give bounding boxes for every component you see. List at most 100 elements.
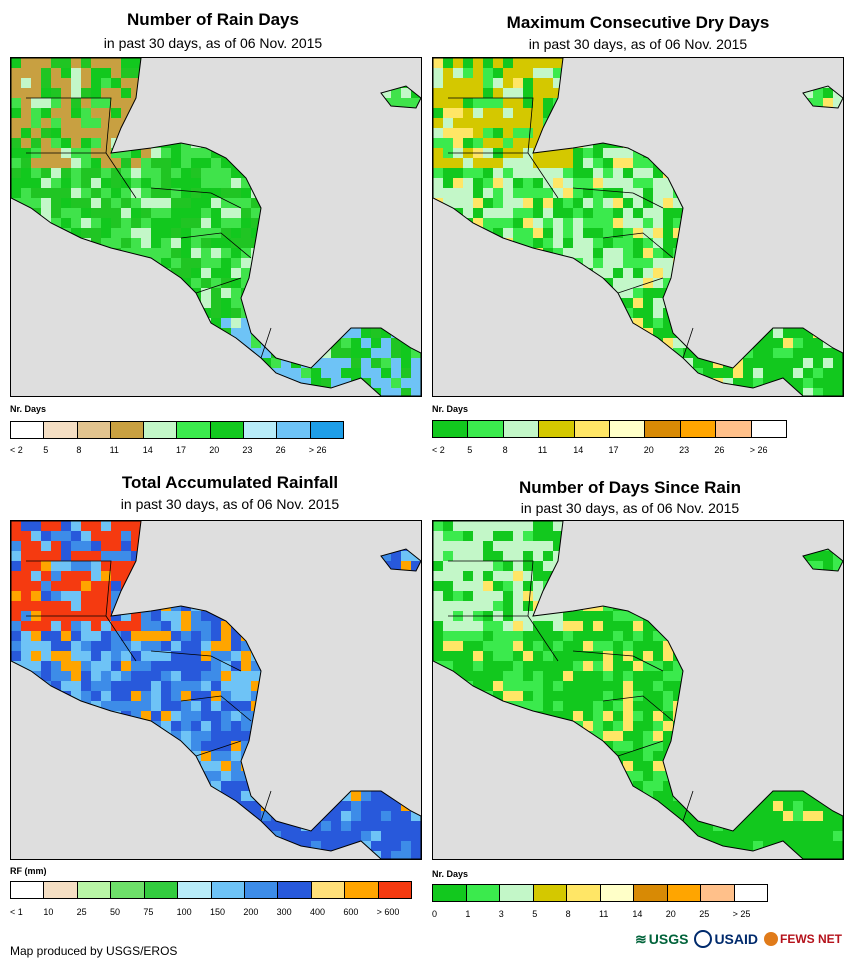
raster-cell bbox=[361, 551, 371, 561]
raster-cell bbox=[121, 358, 131, 368]
raster-cell bbox=[833, 571, 843, 581]
raster-cell bbox=[693, 98, 703, 108]
raster-cell bbox=[803, 641, 813, 651]
raster-cell bbox=[321, 821, 331, 831]
raster-cell bbox=[763, 268, 773, 278]
raster-cell bbox=[563, 168, 573, 178]
raster-cell bbox=[41, 781, 51, 791]
raster-cell bbox=[503, 158, 513, 168]
raster-cell bbox=[241, 831, 251, 841]
raster-cell bbox=[21, 258, 31, 268]
raster-cell bbox=[773, 358, 783, 368]
raster-cell bbox=[411, 128, 421, 138]
raster-cell bbox=[443, 581, 453, 591]
raster-cell bbox=[793, 288, 803, 298]
raster-cell bbox=[433, 268, 443, 278]
raster-cell bbox=[553, 318, 563, 328]
raster-cell bbox=[201, 851, 211, 859]
raster-cell bbox=[603, 651, 613, 661]
raster-cell bbox=[131, 771, 141, 781]
raster-cell bbox=[803, 531, 813, 541]
raster-cell bbox=[171, 721, 181, 731]
raster-cell bbox=[411, 78, 421, 88]
raster-cell bbox=[21, 691, 31, 701]
raster-cell bbox=[623, 338, 633, 348]
raster-cell bbox=[573, 128, 583, 138]
raster-cell bbox=[381, 298, 391, 308]
raster-cell bbox=[131, 761, 141, 771]
raster-cell bbox=[613, 591, 623, 601]
raster-cell bbox=[351, 228, 361, 238]
raster-cell bbox=[371, 771, 381, 781]
raster-cell bbox=[513, 108, 523, 118]
raster-cell bbox=[753, 571, 763, 581]
raster-cell bbox=[331, 851, 341, 859]
raster-cell bbox=[773, 551, 783, 561]
raster-cell bbox=[713, 561, 723, 571]
map-days-since-rain[interactable] bbox=[432, 520, 844, 860]
raster-cell bbox=[793, 268, 803, 278]
raster-cell bbox=[693, 681, 703, 691]
raster-cell bbox=[553, 601, 563, 611]
raster-cell bbox=[311, 118, 321, 128]
raster-cell bbox=[181, 108, 191, 118]
raster-cell bbox=[91, 721, 101, 731]
raster-cell bbox=[271, 328, 281, 338]
raster-cell bbox=[21, 348, 31, 358]
raster-cell bbox=[11, 358, 21, 368]
raster-cell bbox=[141, 811, 151, 821]
raster-cell bbox=[381, 78, 391, 88]
map-rainfall[interactable] bbox=[10, 520, 422, 860]
raster-cell bbox=[151, 328, 161, 338]
raster-cell bbox=[493, 358, 503, 368]
raster-cell bbox=[473, 188, 483, 198]
raster-cell bbox=[361, 308, 371, 318]
raster-cell bbox=[533, 348, 543, 358]
raster-cell bbox=[81, 98, 91, 108]
raster-cell bbox=[593, 631, 603, 641]
raster-cell bbox=[141, 791, 151, 801]
raster-cell bbox=[141, 198, 151, 208]
raster-cell bbox=[633, 78, 643, 88]
raster-cell bbox=[723, 521, 733, 531]
map-dry-days[interactable] bbox=[432, 57, 844, 397]
raster-cell bbox=[793, 681, 803, 691]
raster-cell bbox=[231, 691, 241, 701]
raster-cell bbox=[743, 158, 753, 168]
raster-cell bbox=[793, 148, 803, 158]
raster-cell bbox=[733, 378, 743, 388]
raster-cell bbox=[101, 541, 111, 551]
raster-cell bbox=[131, 791, 141, 801]
raster-cell bbox=[623, 218, 633, 228]
raster-cell bbox=[131, 571, 141, 581]
raster-cell bbox=[41, 731, 51, 741]
raster-cell bbox=[141, 601, 151, 611]
raster-cell bbox=[311, 661, 321, 671]
raster-cell bbox=[823, 571, 833, 581]
raster-cell bbox=[91, 521, 101, 531]
raster-cell bbox=[301, 218, 311, 228]
raster-cell bbox=[231, 751, 241, 761]
raster-cell bbox=[171, 821, 181, 831]
raster-cell bbox=[823, 218, 833, 228]
raster-cell bbox=[121, 78, 131, 88]
raster-cell bbox=[311, 831, 321, 841]
raster-cell bbox=[723, 591, 733, 601]
raster-cell bbox=[743, 378, 753, 388]
raster-cell bbox=[823, 58, 833, 68]
raster-cell bbox=[663, 601, 673, 611]
raster-cell bbox=[483, 178, 493, 188]
raster-cell bbox=[623, 198, 633, 208]
raster-cell bbox=[533, 78, 543, 88]
raster-cell bbox=[51, 298, 61, 308]
raster-cell bbox=[101, 138, 111, 148]
raster-cell bbox=[583, 228, 593, 238]
raster-cell bbox=[773, 128, 783, 138]
map-rain-days[interactable] bbox=[10, 57, 422, 397]
raster-cell bbox=[171, 238, 181, 248]
raster-cell bbox=[703, 58, 713, 68]
raster-cell bbox=[81, 721, 91, 731]
raster-cell bbox=[391, 641, 401, 651]
raster-cell bbox=[693, 78, 703, 88]
raster-cell bbox=[81, 551, 91, 561]
